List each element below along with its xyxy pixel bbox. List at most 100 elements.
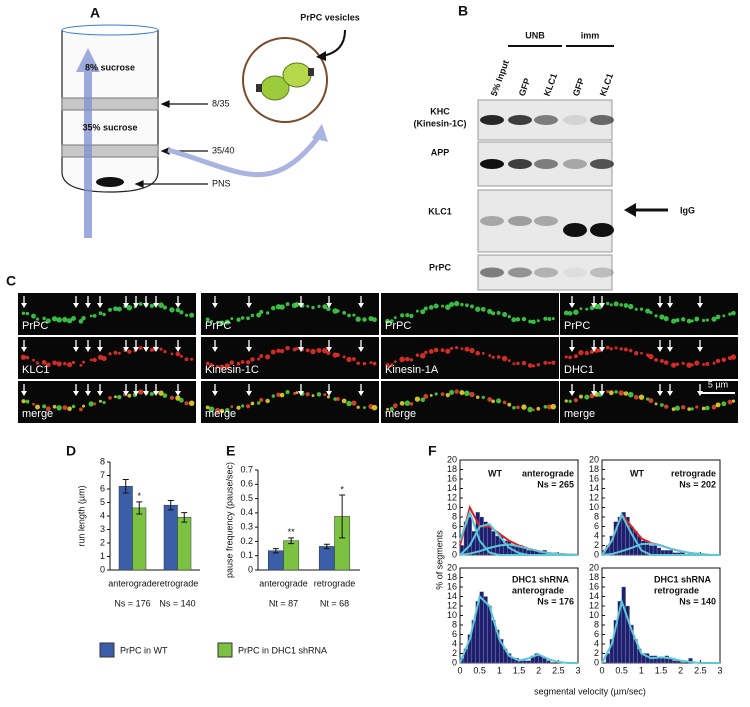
- punctum: [701, 406, 706, 411]
- panel-label: WT: [630, 468, 644, 478]
- punctum: [711, 316, 717, 322]
- punctum: [184, 401, 189, 406]
- punctum: [179, 397, 184, 403]
- flow-arrow: [167, 133, 322, 178]
- punctum: [695, 405, 699, 409]
- vesicle-label: PrPC vesicles: [300, 12, 360, 22]
- punctum: [663, 360, 669, 365]
- punctum: [469, 347, 475, 354]
- punctum: [609, 347, 613, 351]
- punctum: [102, 400, 106, 405]
- punctum: [20, 354, 27, 360]
- error-bar: [167, 499, 174, 511]
- punctum: [389, 406, 394, 412]
- punctum: [32, 402, 35, 406]
- punctum: [686, 362, 692, 368]
- marker-arrow-head: [697, 347, 703, 352]
- micrographs: PrPC KLC1 merge PrPC Kinesin-1C merge PrPC Kine…: [18, 293, 738, 423]
- punctum: [205, 317, 210, 322]
- punctum: [614, 346, 618, 350]
- punctum: [332, 308, 338, 314]
- category-note: Nt = 68: [320, 598, 349, 608]
- micrograph: [18, 381, 196, 423]
- punctum: [229, 360, 235, 365]
- y-tick-label: 6: [452, 629, 457, 639]
- punctum: [423, 306, 428, 311]
- marker-arrow-head: [212, 347, 218, 352]
- punctum: [256, 401, 261, 405]
- igg-label: IgG: [680, 205, 695, 215]
- y-tick-label: 0: [594, 657, 599, 667]
- punctum: [585, 307, 589, 311]
- marker-arrow-head: [697, 303, 703, 308]
- motor: [256, 84, 262, 92]
- legend-label: PrPC in DHC1 shRNA: [238, 645, 327, 655]
- marker-arrow-head: [657, 391, 663, 396]
- punctum: [521, 316, 527, 322]
- x-tick-label: 0: [457, 665, 462, 675]
- punctum: [405, 313, 410, 318]
- y-tick-label: 20: [589, 562, 599, 572]
- y-tick-label: 4: [452, 530, 457, 540]
- group-label: UNB: [525, 30, 545, 40]
- motor: [308, 68, 314, 76]
- y-tick-label: 14: [447, 483, 457, 493]
- marker-arrow-head: [85, 347, 91, 352]
- y-tick-label: 20: [447, 454, 457, 464]
- marker-arrow-head: [133, 303, 139, 308]
- y-tick-label: 0.3: [240, 522, 253, 532]
- punctum: [62, 316, 68, 323]
- fraction-label: 35/40: [212, 145, 235, 155]
- marker-arrow-head: [667, 391, 673, 396]
- punctum: [205, 361, 210, 366]
- punctum: [25, 311, 30, 316]
- marker-arrow-head: [657, 303, 663, 308]
- marker-arrow-head: [667, 347, 673, 352]
- punctum: [711, 404, 717, 410]
- punctum: [619, 347, 623, 351]
- punctum: [98, 311, 103, 316]
- blot-band: [480, 267, 504, 278]
- micrograph-label: merge: [205, 408, 236, 420]
- punctum: [389, 319, 394, 323]
- blot-band: [590, 159, 614, 169]
- punctum: [420, 353, 426, 359]
- punctum: [362, 361, 367, 366]
- punctum: [271, 394, 275, 398]
- legend-label: PrPC in WT: [120, 645, 168, 655]
- punctum: [434, 392, 438, 396]
- marker-arrow-head: [97, 347, 103, 352]
- punctum: [606, 389, 610, 394]
- marker-arrow-head: [123, 347, 129, 352]
- punctum: [536, 362, 541, 367]
- y-tick-label: 18: [447, 464, 457, 474]
- punctum: [536, 319, 540, 323]
- punctum: [415, 309, 419, 313]
- punctum: [219, 364, 225, 370]
- error-bar: [181, 512, 188, 523]
- punctum: [224, 319, 230, 325]
- punctum: [393, 360, 397, 364]
- punctum: [117, 394, 122, 400]
- punctum: [326, 395, 330, 399]
- punctum: [31, 313, 36, 319]
- marker-arrow-head: [591, 391, 597, 396]
- y-tick-label: 2: [452, 540, 457, 550]
- micrograph: [381, 337, 559, 379]
- punctum: [464, 390, 470, 397]
- panel-direction: anterograde: [512, 585, 564, 595]
- punctum: [67, 362, 73, 368]
- histogram-bar: [483, 596, 488, 664]
- punctum: [265, 354, 271, 360]
- y-tick-label: 8: [452, 619, 457, 629]
- punctum: [659, 314, 665, 320]
- y-tick-label: 6: [594, 629, 599, 639]
- lane-label: KLC1: [598, 72, 615, 98]
- punctum: [336, 309, 340, 313]
- punctum: [259, 309, 264, 315]
- y-tick-label: 6: [100, 483, 105, 493]
- punctum: [573, 398, 578, 403]
- y-tick-label: 8: [594, 511, 599, 521]
- punctum: [579, 394, 583, 399]
- punctum: [63, 361, 67, 366]
